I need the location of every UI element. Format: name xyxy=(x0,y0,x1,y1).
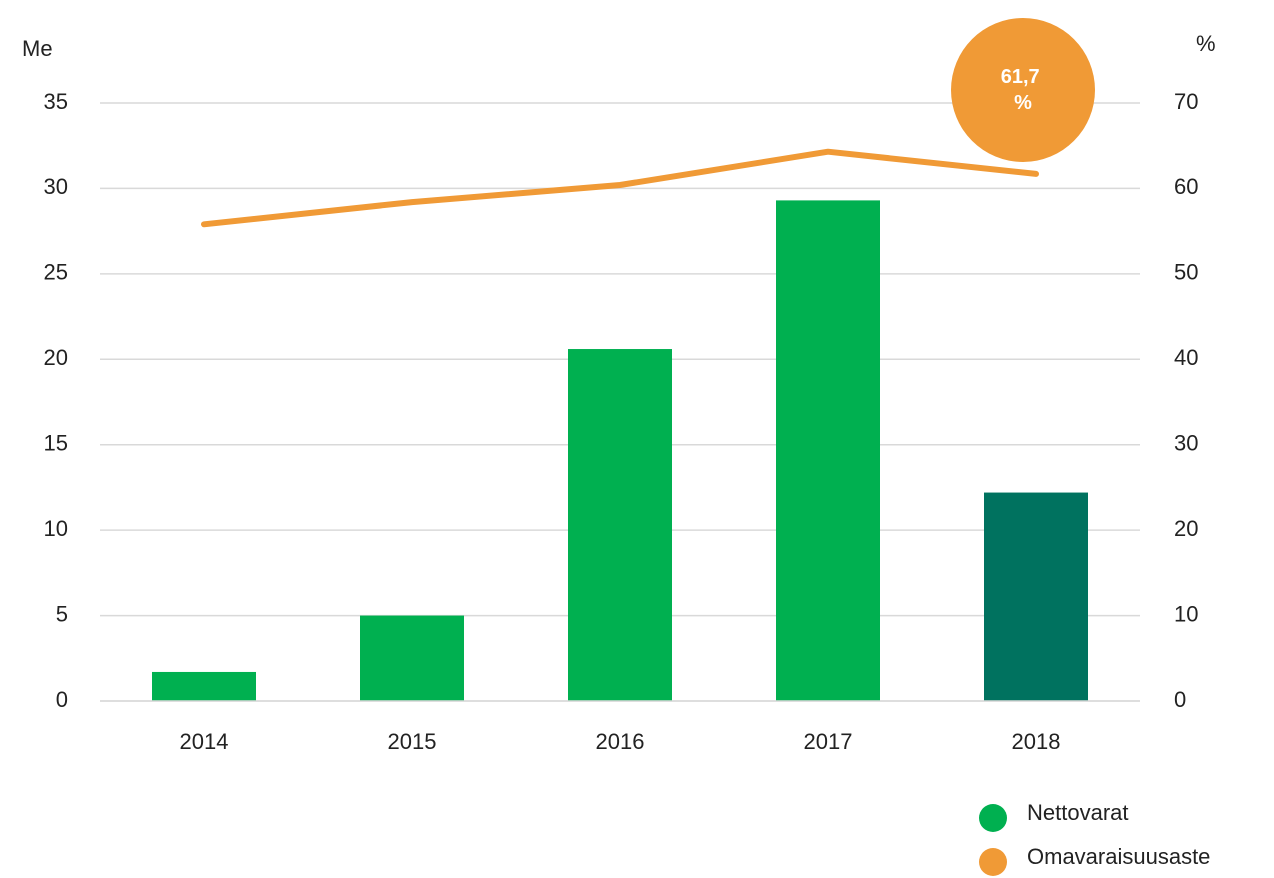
y2-tick-label: 40 xyxy=(1174,345,1198,370)
x-tick-label: 2018 xyxy=(1012,729,1061,754)
value-label: 61,7 % xyxy=(1001,66,1045,114)
legend-label: Omavaraisuusaste xyxy=(1027,844,1210,869)
y-tick-label: 35 xyxy=(44,89,68,114)
x-tick-label: 2015 xyxy=(388,729,437,754)
y-tick-label: 0 xyxy=(56,687,68,712)
value-label-bubble xyxy=(951,18,1095,162)
legend-swatch xyxy=(979,848,1007,876)
x-tick-label: 2014 xyxy=(180,729,229,754)
y2-axis-label: % xyxy=(1196,31,1216,56)
bar xyxy=(984,492,1088,701)
y-tick-label: 10 xyxy=(44,516,68,541)
x-tick-label: 2016 xyxy=(596,729,645,754)
value-label-line: % xyxy=(1014,92,1032,114)
y-tick-label: 25 xyxy=(44,260,68,285)
y2-tick-label: 20 xyxy=(1174,516,1198,541)
bar xyxy=(776,200,880,702)
bar xyxy=(152,671,256,701)
y-tick-label: 30 xyxy=(44,174,68,199)
y2-tick-label: 10 xyxy=(1174,601,1198,626)
bar xyxy=(360,615,464,701)
y-axis-label: Me xyxy=(22,36,53,61)
y2-tick-label: 60 xyxy=(1174,174,1198,199)
y2-tick-label: 0 xyxy=(1174,687,1186,712)
legend-label: Nettovarat xyxy=(1027,800,1129,825)
value-label-line: 61,7 xyxy=(1001,66,1045,88)
y-tick-label: 20 xyxy=(44,345,68,370)
y2-tick-label: 50 xyxy=(1174,260,1198,285)
bar xyxy=(568,349,672,701)
line xyxy=(201,148,1039,228)
y2-tick-label: 30 xyxy=(1174,431,1198,456)
y-tick-label: 5 xyxy=(56,601,68,626)
y2-tick-label: 70 xyxy=(1174,89,1198,114)
x-tick-label: 2017 xyxy=(804,729,853,754)
legend-swatch xyxy=(979,804,1007,832)
y-tick-label: 15 xyxy=(44,431,68,456)
